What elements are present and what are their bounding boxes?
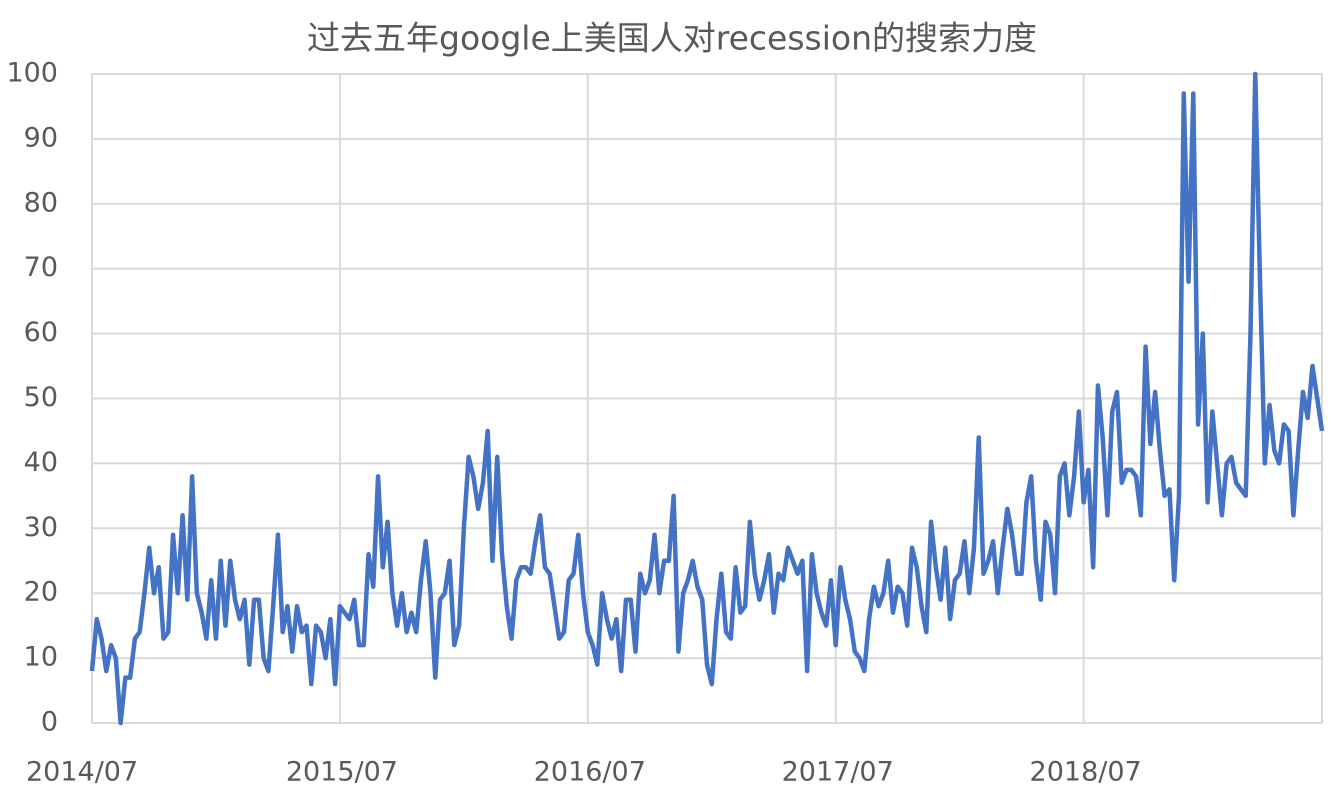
series-line bbox=[89, 71, 1325, 726]
y-tick-label: 90 bbox=[24, 122, 58, 153]
x-tick-label: 2014/07 bbox=[26, 757, 138, 788]
x-tick-label: 2018/07 bbox=[1030, 757, 1142, 788]
y-tick-label: 20 bbox=[24, 577, 58, 608]
x-tick-label: 2015/07 bbox=[286, 757, 398, 788]
x-tick-label: 2017/07 bbox=[782, 757, 894, 788]
x-tick-label: 2016/07 bbox=[534, 757, 646, 788]
y-tick-label: 50 bbox=[24, 382, 58, 413]
y-tick-label: 10 bbox=[24, 642, 58, 673]
chart-title: 过去五年google上美国人对recession的搜索力度 bbox=[307, 19, 1037, 58]
y-tick-label: 80 bbox=[24, 187, 58, 218]
y-tick-label: 60 bbox=[24, 317, 58, 348]
y-tick-label: 0 bbox=[41, 707, 58, 738]
y-tick-label: 100 bbox=[6, 58, 58, 89]
y-tick-label: 70 bbox=[24, 252, 58, 283]
y-tick-label: 40 bbox=[24, 447, 58, 478]
y-tick-label: 30 bbox=[24, 512, 58, 543]
